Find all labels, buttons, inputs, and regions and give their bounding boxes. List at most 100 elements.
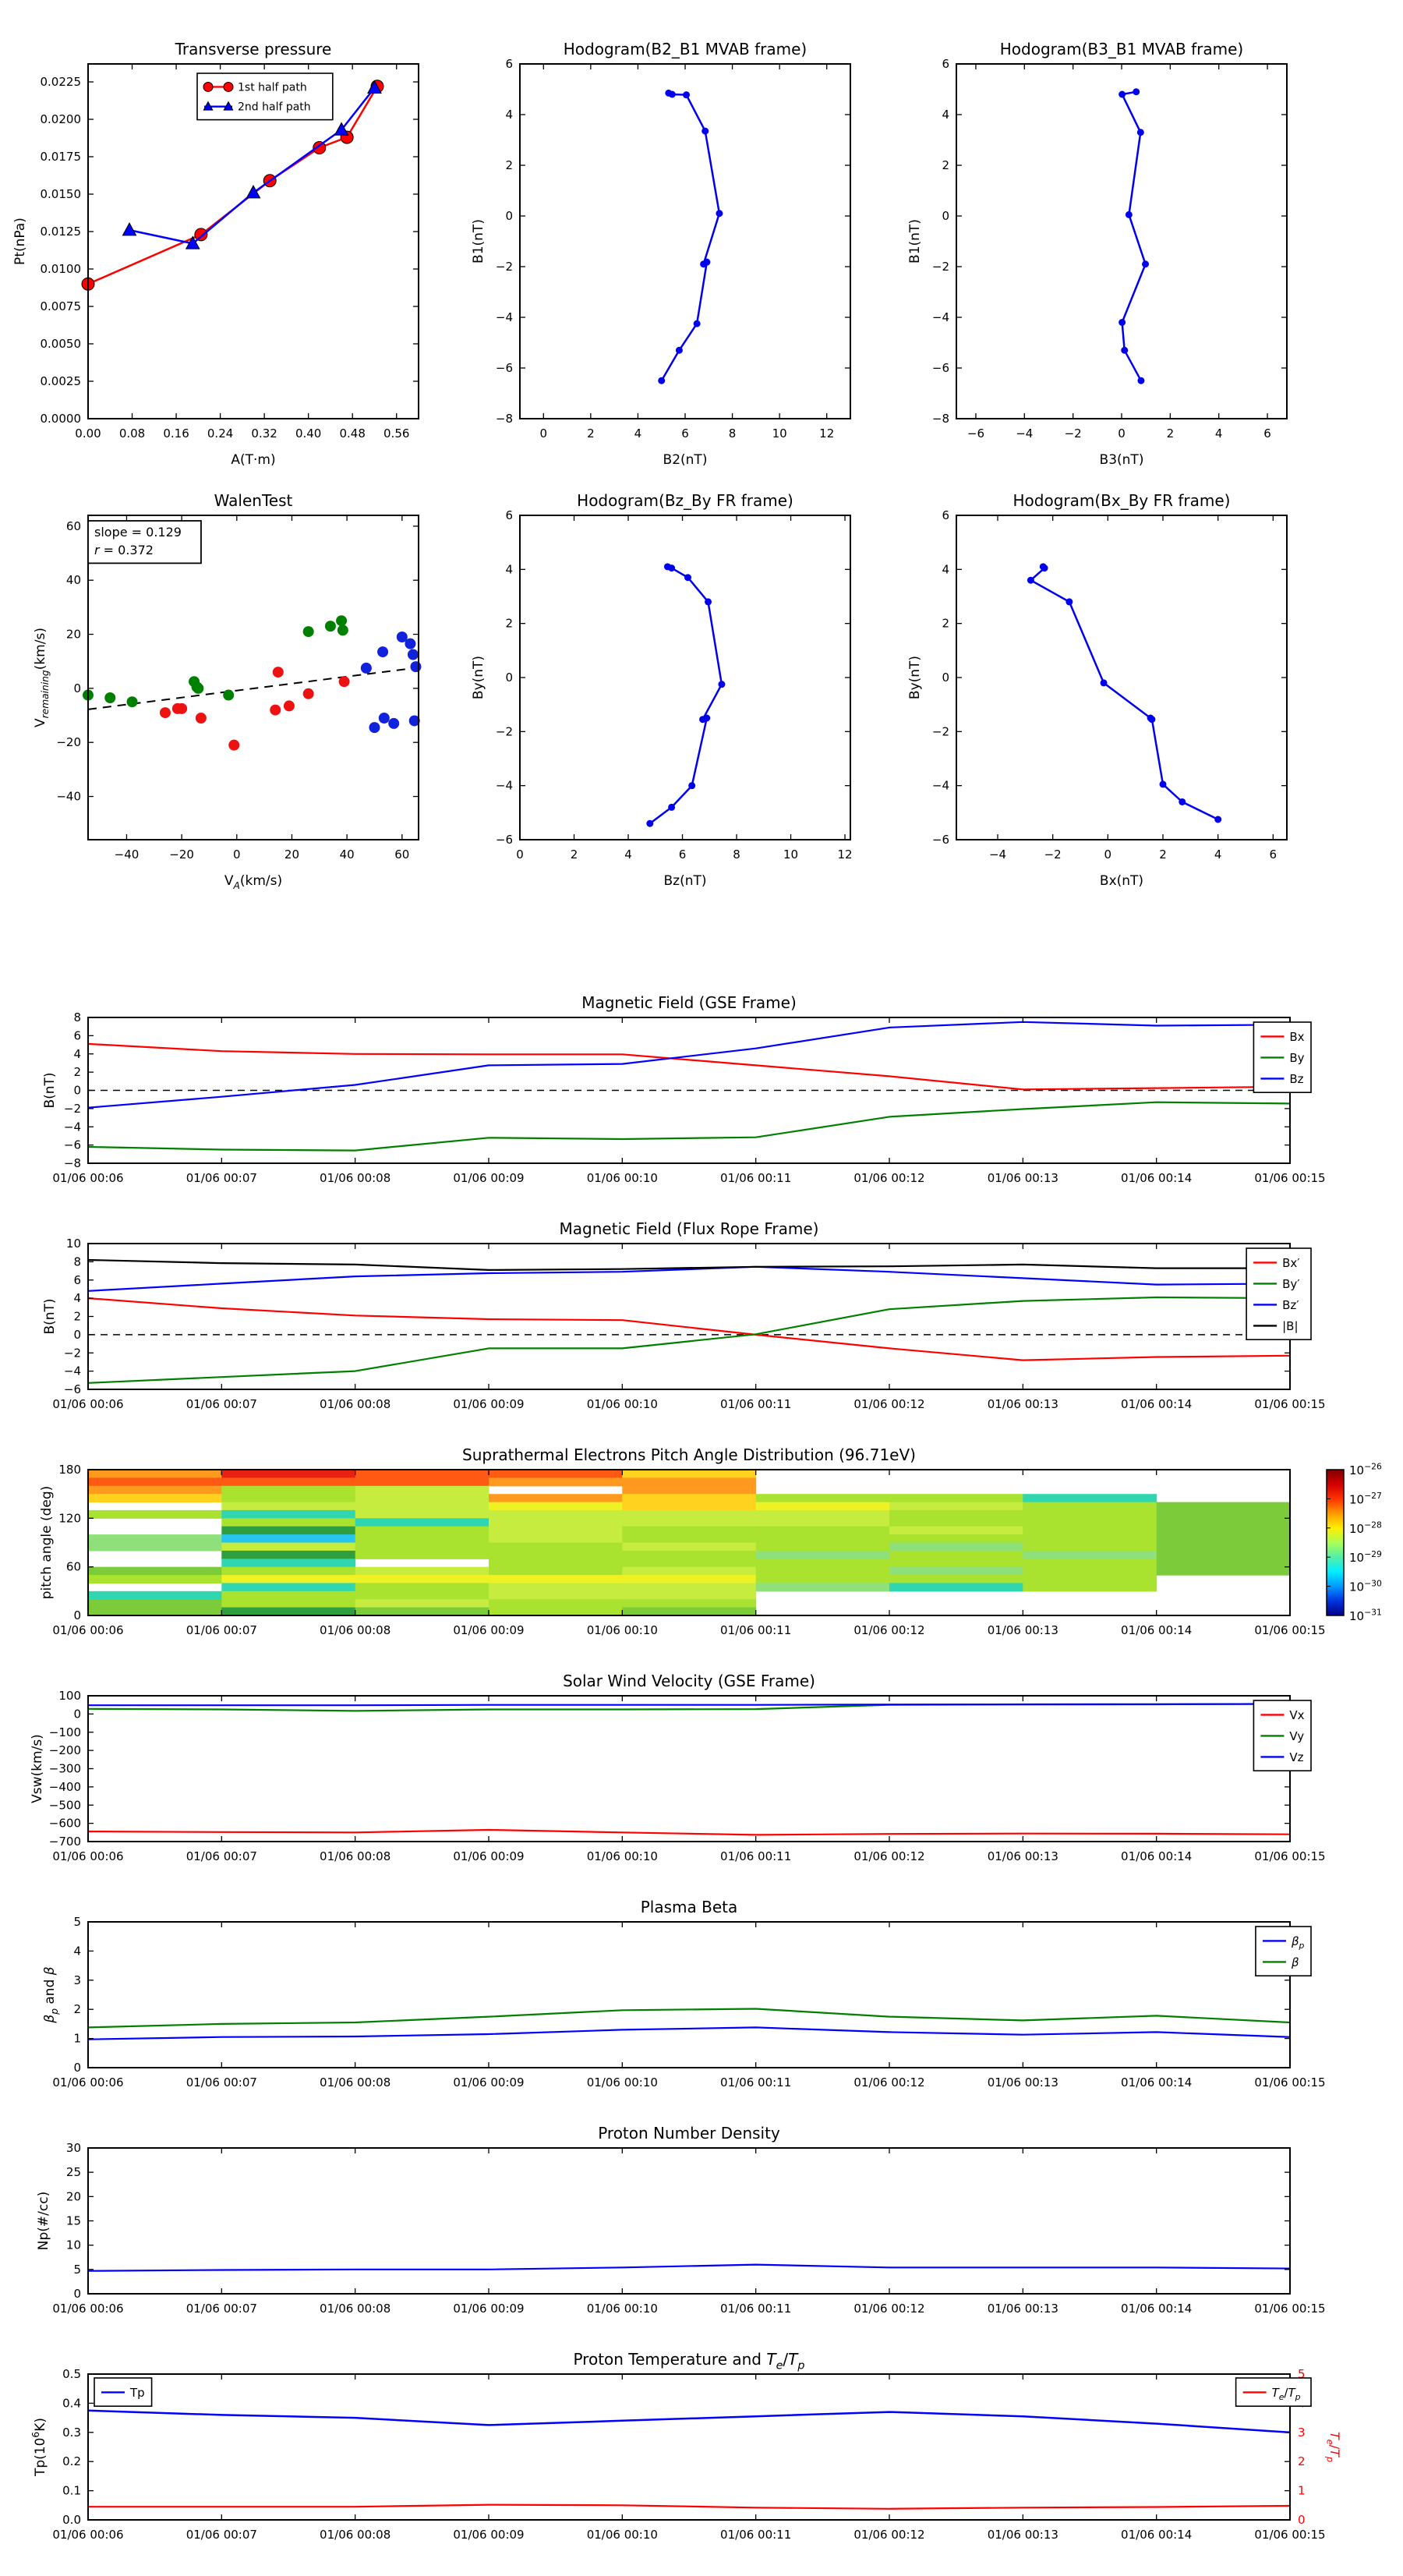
legend-marker [203,81,214,92]
x-tick-label: 01/06 00:10 [587,1623,658,1637]
y-tick-label: 8 [73,1254,81,1269]
x-tick-label: 01/06 00:09 [453,2528,524,2542]
y-tick-label: 20 [66,628,81,642]
heat-cell [489,1534,623,1544]
series-marker [1214,816,1222,823]
scatter-point [228,739,240,751]
series-marker [313,141,327,155]
heat-cell [622,1583,757,1592]
heat-cell [88,1477,222,1487]
series-Bz_By [649,565,723,825]
x-tick-label: 01/06 00:12 [853,2302,924,2316]
x-axis-label: A(T·m) [231,452,275,468]
x-tick-label: 0 [233,847,241,862]
series-Vz [88,1703,1291,1707]
series-Bx [87,1042,1291,1091]
heat-cell [221,1509,356,1519]
x-tick-label: 01/06 00:13 [988,1171,1058,1185]
x-tick-label: 01/06 00:08 [320,1623,391,1637]
x-tick-label: 01/06 00:08 [320,1171,391,1185]
x-tick-label: 01/06 00:09 [453,1397,524,1411]
y-tick-label: 25 [66,2165,81,2179]
x-tick-label: 01/06 00:11 [720,1171,791,1185]
x-tick-label: 0.16 [163,426,189,441]
heat-cell [221,1534,356,1544]
colorbar-label: 10−27 [1349,1491,1382,1506]
y-tick-label: 0.1 [62,2484,81,2498]
x-tick-label: 12 [819,426,834,441]
panel-title: Hodogram(Bz_By FR frame) [577,491,793,510]
legend-label: βp [1291,1934,1305,1951]
x-tick-label: 01/06 00:14 [1121,2075,1192,2089]
x-tick-label: 6 [681,426,689,441]
series-marker [693,320,701,327]
heat-cell [755,1542,890,1552]
y-axis-label: B(nT) [42,1072,58,1108]
y-tick-label: 5 [73,1915,81,1929]
x-tick-label: 01/06 00:12 [853,1171,924,1185]
heat-cell [221,1470,356,1478]
panel-hodogram_b3b1: −6 −4 −2 0 2 4 6 −8 −6 −4 −2 0 2 4 6 Hodogram(B3_B1 MVA… [907,40,1288,468]
panel-velocity: 01/06 00:06 01/06 00:07 01/06 00:08 01/06 0… [30,1672,1326,1863]
legend-label: By [1289,1051,1304,1065]
y-tick-label: 2 [942,617,949,631]
heat-cell [755,1494,890,1503]
y-tick-label: 2 [73,1065,81,1079]
x-tick-label: 60 [394,847,409,862]
y-tick-label: −8 [64,1156,81,1170]
heat-cell [355,1494,489,1503]
y-tick-label: −4 [932,779,949,793]
panel-title: Proton Temperature and Te/Tp [573,2350,804,2373]
heat-cell [889,1542,1023,1552]
series-marker [703,714,711,722]
scatter-point [270,704,281,716]
panel-pitch: 01/06 00:06 01/06 00:07 01/06 00:08 01/06 0… [39,1445,1382,1637]
heat-cell [889,1494,1023,1503]
x-tick-label: 01/06 00:10 [587,1849,658,1863]
heat-cell [755,1509,890,1519]
heat-cell [1023,1566,1157,1576]
series-marker [668,90,676,98]
y-tick-label: −2 [496,260,513,274]
y-tick-label: −6 [932,833,949,847]
scatter-point [338,676,350,688]
y-tick-label: 0.0050 [41,337,82,351]
x-tick-label: −2 [1044,847,1062,862]
y-tick-label: −4 [932,310,949,324]
panel-temperature: 01/06 00:06 01/06 00:07 01/06 00:08 01/06 0… [30,2350,1342,2542]
x-tick-label: 0.48 [339,426,365,441]
x-tick-label: 01/06 00:15 [1254,1171,1325,1185]
heat-cell [489,1542,623,1552]
panel-title: Solar Wind Velocity (GSE Frame) [563,1672,815,1690]
heat-cell [489,1575,623,1584]
heat-cell [622,1575,757,1584]
heat-cell [622,1542,757,1552]
heat-cell [88,1575,222,1584]
x-tick-label: 0 [1104,847,1112,862]
y-tick-label: −2 [64,1102,81,1116]
heat-cell [889,1534,1023,1544]
heat-cell [1156,1559,1291,1568]
scatter-point [272,667,284,678]
x-tick-label: 12 [838,847,853,862]
legend-label: |B| [1282,1319,1298,1333]
y-tick-label: 4 [73,1291,81,1305]
heat-cell [1156,1502,1291,1511]
heat-cell [88,1509,222,1519]
right-tick-label: 5 [1298,2367,1306,2381]
y-tick-label: 0.5 [62,2367,81,2381]
legend-label: Bx′ [1282,1256,1300,1270]
x-tick-label: 01/06 00:07 [186,1623,257,1637]
legend-label: 1st half path [238,82,307,94]
heat-cell [889,1559,1023,1568]
x-tick-label: 01/06 00:11 [720,1623,791,1637]
legend-label: Vz [1289,1750,1303,1764]
legend-label: Bz [1289,1072,1303,1086]
y-tick-label: −4 [64,1120,81,1134]
heat-cell [489,1470,623,1478]
series-Tp [87,2409,1291,2434]
heat-cell [622,1591,757,1600]
x-tick-label: 01/06 00:10 [587,1171,658,1185]
heat-cell [1156,1534,1291,1544]
